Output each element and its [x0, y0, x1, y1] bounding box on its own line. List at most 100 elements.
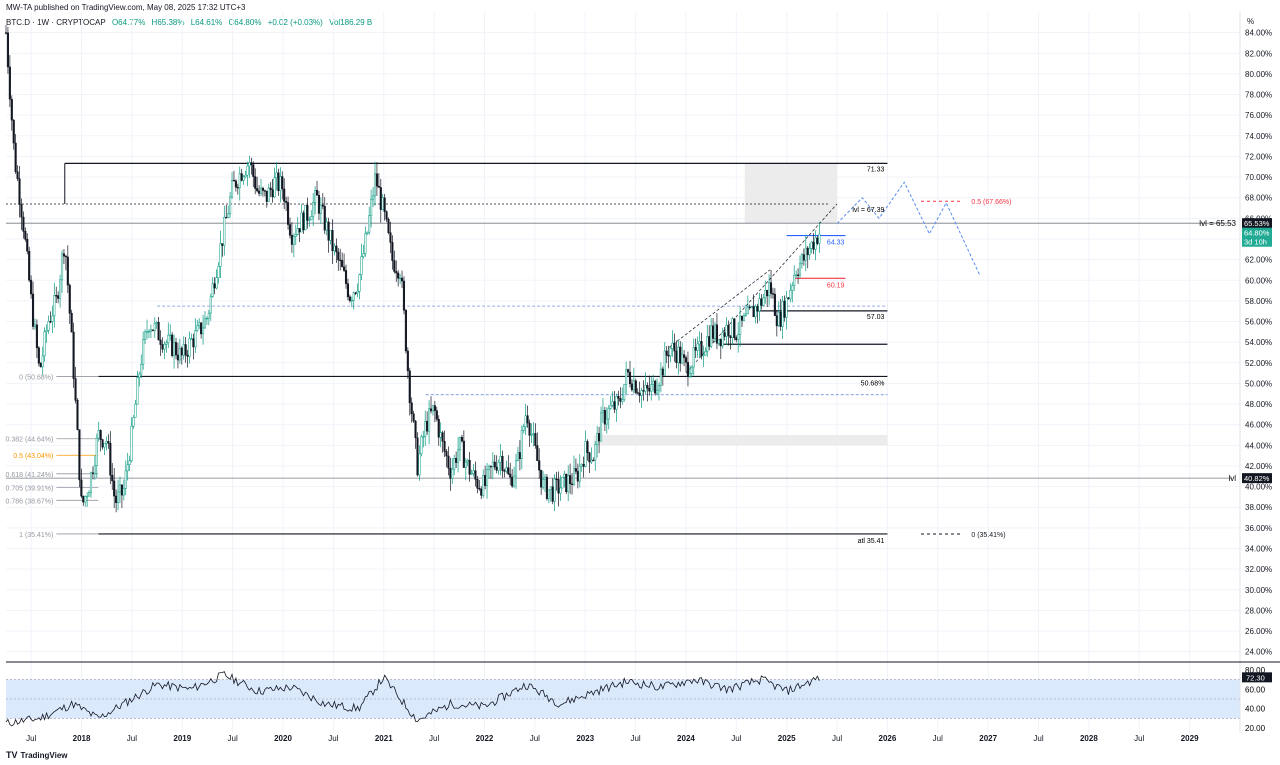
candle-body [294, 234, 297, 237]
candle-body [259, 187, 263, 194]
candle-body [655, 389, 659, 394]
candle-body [236, 186, 239, 189]
level-label-7133: 71.33 [867, 166, 885, 173]
candle-body [373, 173, 377, 197]
candle-body [762, 297, 765, 306]
candle-body [412, 413, 415, 422]
fib-label: 0.618 (41.24%) [5, 472, 53, 479]
candle-body [39, 363, 42, 368]
time-tick-label: Jul [328, 734, 338, 743]
candle-body [341, 260, 344, 268]
candle-body [263, 190, 266, 192]
candle-body [495, 466, 498, 471]
candle-body [717, 338, 720, 344]
candle-body [252, 164, 255, 177]
grid [6, 12, 1240, 733]
candle-body [445, 451, 448, 457]
candle-body [426, 420, 429, 432]
candle-body [93, 465, 96, 475]
candle-body [557, 479, 560, 494]
price-tick-label: 68.00% [1245, 194, 1272, 203]
candle-body [760, 298, 763, 306]
candle-body [754, 306, 757, 318]
candle-body [283, 188, 286, 202]
time-tick-label: Jul [429, 734, 439, 743]
badge-countdown: 3d 10h [1244, 238, 1267, 247]
candle-body [55, 295, 58, 297]
candle-body [800, 254, 803, 265]
candle-body [485, 468, 489, 486]
time-tick-label: 2024 [677, 734, 695, 743]
candle-body [654, 380, 657, 394]
candle-body [700, 341, 703, 357]
candle-body [773, 293, 776, 316]
price-tick-label: 40.00% [1245, 483, 1272, 492]
candle-body [331, 230, 334, 252]
candle-body [683, 354, 686, 358]
candle-body [625, 369, 628, 385]
candle-body [120, 484, 123, 496]
candle-body [383, 197, 386, 212]
candle-body [215, 277, 218, 289]
candle-body [449, 467, 452, 479]
candle-body [370, 198, 373, 216]
candle-body [287, 202, 290, 225]
candle-body [132, 417, 135, 427]
candle-body [372, 195, 375, 200]
price-tick-label: 30.00% [1245, 586, 1272, 595]
candle-body [321, 204, 324, 207]
candle-body [41, 355, 44, 368]
price-tick-label: 84.00% [1245, 29, 1272, 38]
price-unit-label: % [1247, 17, 1254, 26]
candle-body [511, 476, 514, 487]
candle-body [213, 283, 216, 289]
candle-body [178, 347, 181, 361]
price-tick-label: 50.00% [1245, 379, 1272, 388]
candle-body [325, 221, 328, 231]
candle-body [91, 472, 94, 475]
candle-body [435, 410, 438, 420]
candle-body [617, 395, 620, 399]
candle-body [590, 459, 593, 463]
price-tick-label: 26.00% [1245, 627, 1272, 636]
lvl-top-label: lvl = 65.53 [1199, 219, 1236, 228]
candle-body [203, 318, 207, 329]
candle-body [804, 247, 807, 261]
candle-body [513, 475, 516, 487]
candle-body [518, 452, 521, 459]
legend-change: +0.02 (+0.03%) [267, 18, 323, 27]
candle-body [611, 401, 614, 406]
candle-body [628, 371, 632, 385]
candle-body [507, 467, 510, 475]
candle-body [391, 242, 394, 261]
candle-body [35, 324, 38, 349]
candle-body [505, 467, 508, 472]
candle-body [690, 366, 693, 374]
candle-body [721, 332, 724, 347]
candle-body [596, 433, 599, 445]
candle-body [766, 289, 769, 297]
candle-body [769, 282, 773, 294]
candle-body [480, 488, 483, 496]
candle-body [563, 473, 566, 478]
candle-body [713, 324, 717, 339]
publish-header: MW-TA published on TradingView.com, May … [6, 3, 246, 12]
projection-line [836, 181, 981, 276]
candle-body [650, 384, 653, 392]
rsi-current-badge-bg [1242, 672, 1272, 683]
rsi-pane: 80.00 60.00 40.00 20.00 72.30 [5, 666, 1272, 733]
legend-symbol[interactable]: BTC.D · 1W · CRYPTOCAP [6, 18, 106, 27]
candle-body [677, 346, 680, 363]
candle-body [329, 230, 332, 241]
candle-body [455, 457, 458, 463]
candle-body [816, 237, 819, 244]
candle-body [748, 306, 751, 309]
candle-body [128, 460, 131, 465]
candle-body [173, 342, 176, 356]
candle-body [582, 464, 585, 467]
candle-body [8, 66, 11, 100]
candle-body [126, 464, 129, 472]
candle-body [68, 284, 71, 314]
price-tick-label: 24.00% [1245, 648, 1272, 657]
